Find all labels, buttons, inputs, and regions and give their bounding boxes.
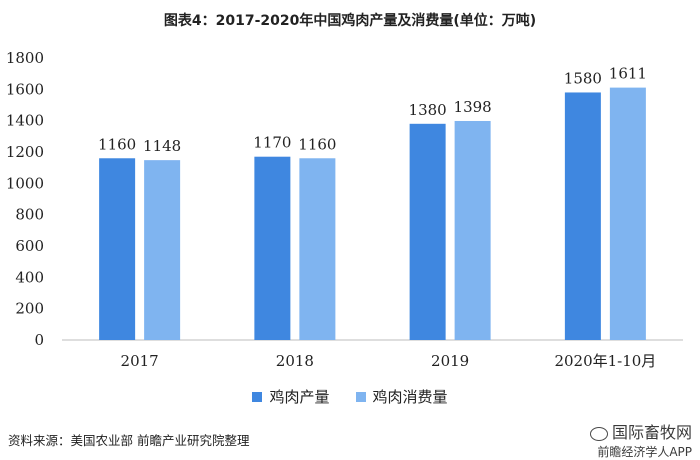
bar-chart: 0 200 400 600 800 1000 1200 1400 1600 1800 1160 114… — [6, 49, 683, 370]
wechat-icon — [589, 426, 608, 441]
bar-production — [254, 156, 291, 340]
data-label: 1160 — [98, 135, 136, 153]
y-tick-label: 600 — [15, 237, 44, 255]
x-tick-label: 2018 — [276, 352, 314, 370]
x-tick-label: 2019 — [431, 352, 469, 370]
bar-production — [564, 92, 601, 340]
x-tick-label: 2020年1-10月 — [554, 352, 656, 370]
y-tick-label: 1200 — [6, 143, 44, 161]
data-label: 1580 — [564, 69, 602, 87]
legend-item-production: 鸡肉产量 — [252, 386, 330, 407]
data-label: 1380 — [409, 101, 447, 119]
y-tick-label: 1800 — [6, 49, 44, 67]
legend-label-consumption: 鸡肉消费量 — [372, 388, 448, 406]
data-label: 1170 — [253, 134, 291, 152]
bar-production — [99, 158, 136, 340]
legend-label-production: 鸡肉产量 — [269, 388, 330, 406]
brand-app: 前瞻经济学人APP — [597, 445, 692, 459]
bar-consumption — [299, 158, 336, 340]
chart-title: 图表4：2017-2020年中国鸡肉产量及消费量(单位：万吨) — [163, 13, 537, 29]
legend-swatch-consumption — [355, 391, 366, 402]
data-label: 1160 — [298, 135, 336, 153]
y-tick-label: 1400 — [6, 112, 44, 130]
y-tick-label: 0 — [34, 331, 44, 349]
legend: 鸡肉产量 鸡肉消费量 — [0, 386, 700, 407]
data-label: 1398 — [454, 98, 492, 116]
y-tick-label: 800 — [15, 206, 44, 224]
data-label: 1611 — [609, 65, 647, 83]
bar-consumption — [454, 120, 491, 340]
brand-site: 国际畜牧网 — [589, 419, 692, 443]
bar-consumption — [144, 160, 181, 340]
brand-watermark: 国际畜牧网 前瞻经济学人APP — [589, 419, 692, 460]
legend-swatch-production — [252, 391, 263, 402]
y-tick-label: 1600 — [6, 80, 44, 98]
y-tick-label: 400 — [15, 268, 44, 286]
bar-production — [409, 123, 446, 340]
data-label: 1148 — [143, 137, 181, 155]
x-tick-label: 2017 — [121, 352, 159, 370]
source-note: 资料来源：美国农业部 前瞻产业研究院整理 — [8, 433, 250, 448]
bar-consumption — [609, 87, 646, 340]
y-tick-label: 1000 — [6, 174, 44, 192]
y-tick-label: 200 — [15, 300, 44, 318]
legend-item-consumption: 鸡肉消费量 — [355, 386, 448, 407]
